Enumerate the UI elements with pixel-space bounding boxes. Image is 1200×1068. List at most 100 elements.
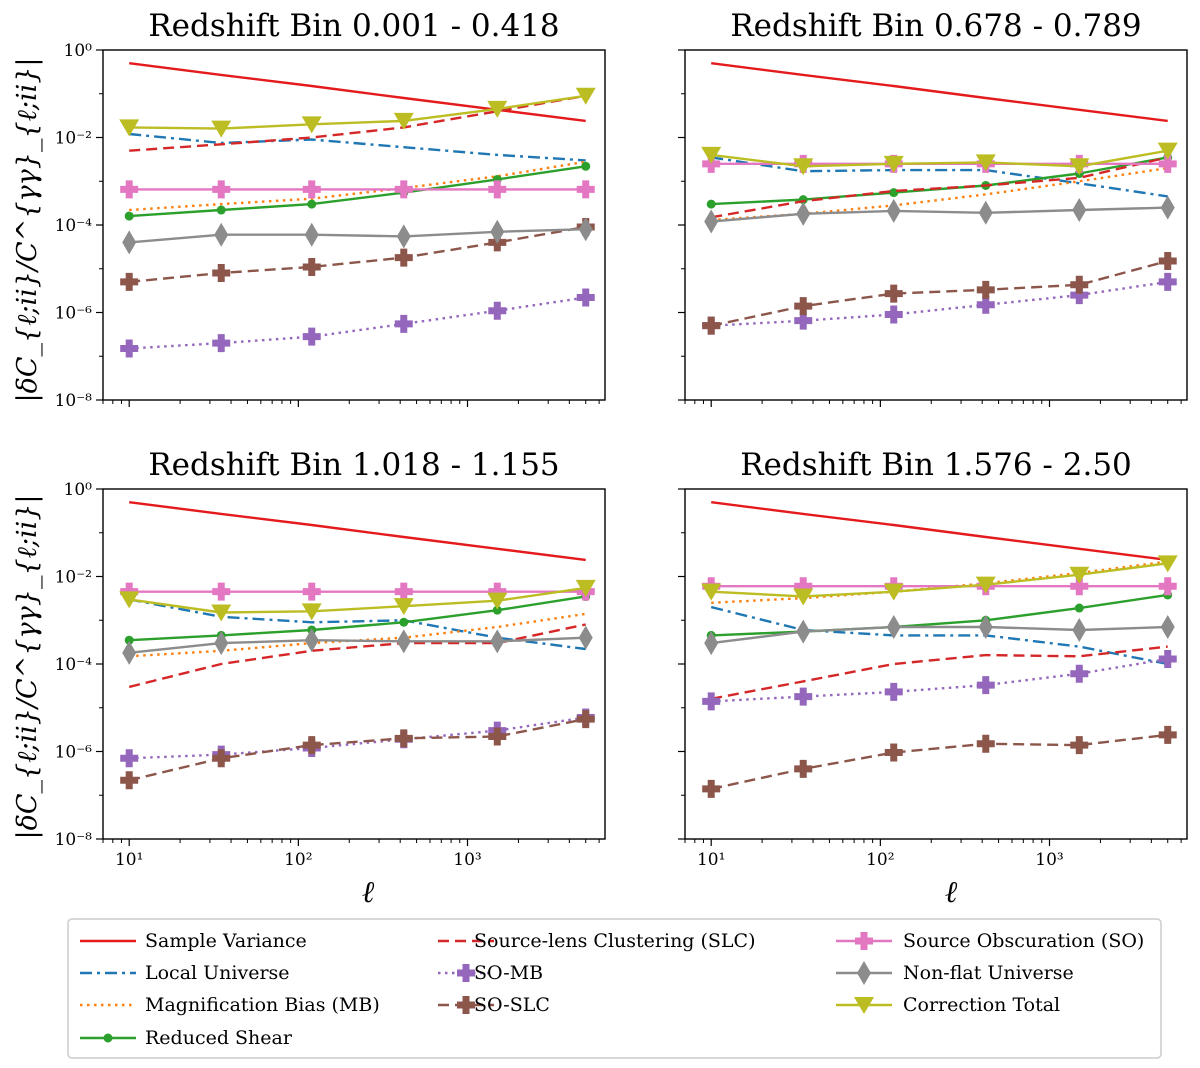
y-tick-label: 10⁻⁸ (55, 830, 93, 850)
series-line-so-slc (710, 259, 1169, 327)
data-point-non-flat-universe (122, 230, 137, 255)
x-tick-label: 10² (284, 850, 312, 870)
y-axis: 10⁻⁸ 10⁻⁶ 10⁻⁴ 10⁻² 10⁰ (55, 480, 103, 850)
data-point-source-obscuration-so (302, 582, 321, 601)
legend-label: Non-flat Universe (903, 962, 1074, 984)
data-point-correction-total (701, 583, 722, 601)
x-axis: 10¹ 10² 10³ (684, 839, 1182, 870)
series-line-so-slc (710, 733, 1168, 791)
series-line-non-flat-universe (711, 625, 1168, 645)
series-line-so-slc (129, 225, 586, 284)
data-point-correction-total (487, 592, 508, 610)
data-point-correction-total (793, 588, 814, 606)
data-point-so-slc (488, 727, 507, 746)
data-point-correction-total (119, 119, 140, 137)
data-point-source-obscuration-so (1158, 577, 1177, 596)
data-point-so-slc (702, 316, 721, 335)
data-point-non-flat-universe (704, 631, 719, 656)
data-point-so-mb (120, 749, 139, 768)
series-line-non-flat-universe (129, 228, 586, 244)
data-point-so-mb (1070, 664, 1089, 683)
data-point-so-mb (120, 339, 139, 358)
legend-marker (854, 997, 874, 1014)
legend-entry-correction-total: Correction Total (836, 994, 1060, 1016)
data-point-so-slc (120, 272, 139, 291)
series-line-correction-total (711, 562, 1168, 598)
data-point-so-slc (794, 759, 813, 778)
series-line-magnification-bias-mb (711, 560, 1168, 604)
y-tick-label: 10⁻⁶ (55, 304, 93, 324)
data-point-so-slc (1070, 736, 1089, 755)
x-axis: 10¹ 10² 10³ (102, 839, 600, 870)
data-point-non-flat-universe (1160, 195, 1175, 220)
data-point-correction-total (301, 116, 322, 134)
series-group (119, 501, 596, 790)
series-line-non-flat-universe (711, 206, 1168, 223)
data-point-reduced-shear (124, 635, 134, 645)
data-point-so-slc (120, 771, 139, 790)
x-axis-label-right: ℓ (945, 875, 958, 910)
series-line-magnification-bias-mb (129, 160, 586, 212)
y-tick-label: 10⁻⁶ (55, 743, 93, 763)
x-axis-label-left: ℓ (362, 875, 375, 910)
data-point-correction-total (487, 100, 508, 118)
plot-frame (684, 488, 1188, 840)
data-point-correction-total (301, 603, 322, 621)
data-point-non-flat-universe (796, 619, 811, 644)
data-point-non-flat-universe (1072, 617, 1087, 642)
legend-marker (855, 932, 873, 950)
legend-entry-so-slc: SO-SLC (438, 994, 550, 1016)
data-point-source-obscuration-so (794, 577, 813, 596)
data-point-correction-total (883, 155, 904, 173)
plot-frame (102, 49, 606, 401)
data-point-non-flat-universe (886, 198, 901, 223)
y-tick-label: 10⁻⁸ (55, 391, 93, 411)
legend-entry-source-lens-clustering-slc: Source-lens Clustering (SLC) (438, 930, 756, 952)
y-tick-label: 10⁻² (55, 129, 92, 149)
panel-title: Redshift Bin 1.576 - 2.50 (740, 447, 1132, 483)
data-point-so-mb (1158, 650, 1177, 669)
data-point-so-slc (302, 736, 321, 755)
y-tick-label: 10⁻⁴ (55, 655, 93, 675)
data-point-correction-total (793, 158, 814, 176)
series-group (119, 62, 596, 358)
series-line-so-mb (129, 716, 586, 760)
series-line-reduced-shear (129, 165, 586, 218)
data-point-correction-total (975, 576, 996, 594)
data-point-so-slc (394, 248, 413, 267)
data-point-non-flat-universe (1072, 198, 1087, 223)
legend-label: Local Universe (145, 962, 290, 984)
data-point-so-mb (488, 301, 507, 320)
x-tick-label: 10¹ (697, 850, 725, 870)
y-tick-label: 10⁻⁴ (55, 216, 93, 236)
x-tick-label: 10² (866, 850, 894, 870)
data-point-non-flat-universe (396, 224, 411, 249)
data-point-non-flat-universe (490, 629, 505, 654)
data-point-reduced-shear (1074, 603, 1084, 613)
data-point-non-flat-universe (304, 222, 319, 247)
data-point-non-flat-universe (978, 615, 993, 640)
data-point-so-slc (884, 284, 903, 303)
data-point-so-slc (1070, 275, 1089, 294)
data-point-so-mb (884, 682, 903, 701)
plot-panels: Redshift Bin 0.001 - 0.41810⁻⁸10⁻⁶10⁻⁴10… (55, 8, 1188, 870)
y-axis-label-top: |δC_{ℓ;ii}/C^{γγ}_{ℓ;ii}| (12, 57, 43, 402)
data-point-so-slc (794, 297, 813, 316)
data-point-source-obscuration-so (1070, 577, 1089, 596)
data-point-non-flat-universe (886, 615, 901, 640)
data-point-source-obscuration-so (488, 180, 507, 199)
x-tick-label: 10¹ (115, 850, 143, 870)
y-tick-label: 10⁰ (64, 41, 93, 61)
data-point-correction-total (211, 604, 232, 622)
plot-frame (684, 49, 1188, 401)
legend-marker (103, 1033, 113, 1043)
data-point-so-mb (576, 288, 595, 307)
data-point-correction-total (1069, 158, 1090, 176)
legend-marker (857, 961, 871, 985)
legend-marker (457, 996, 475, 1014)
data-point-correction-total (883, 583, 904, 601)
series-line-correction-total (129, 94, 586, 130)
legend-label: SO-SLC (474, 994, 550, 1016)
y-axis (678, 49, 685, 401)
